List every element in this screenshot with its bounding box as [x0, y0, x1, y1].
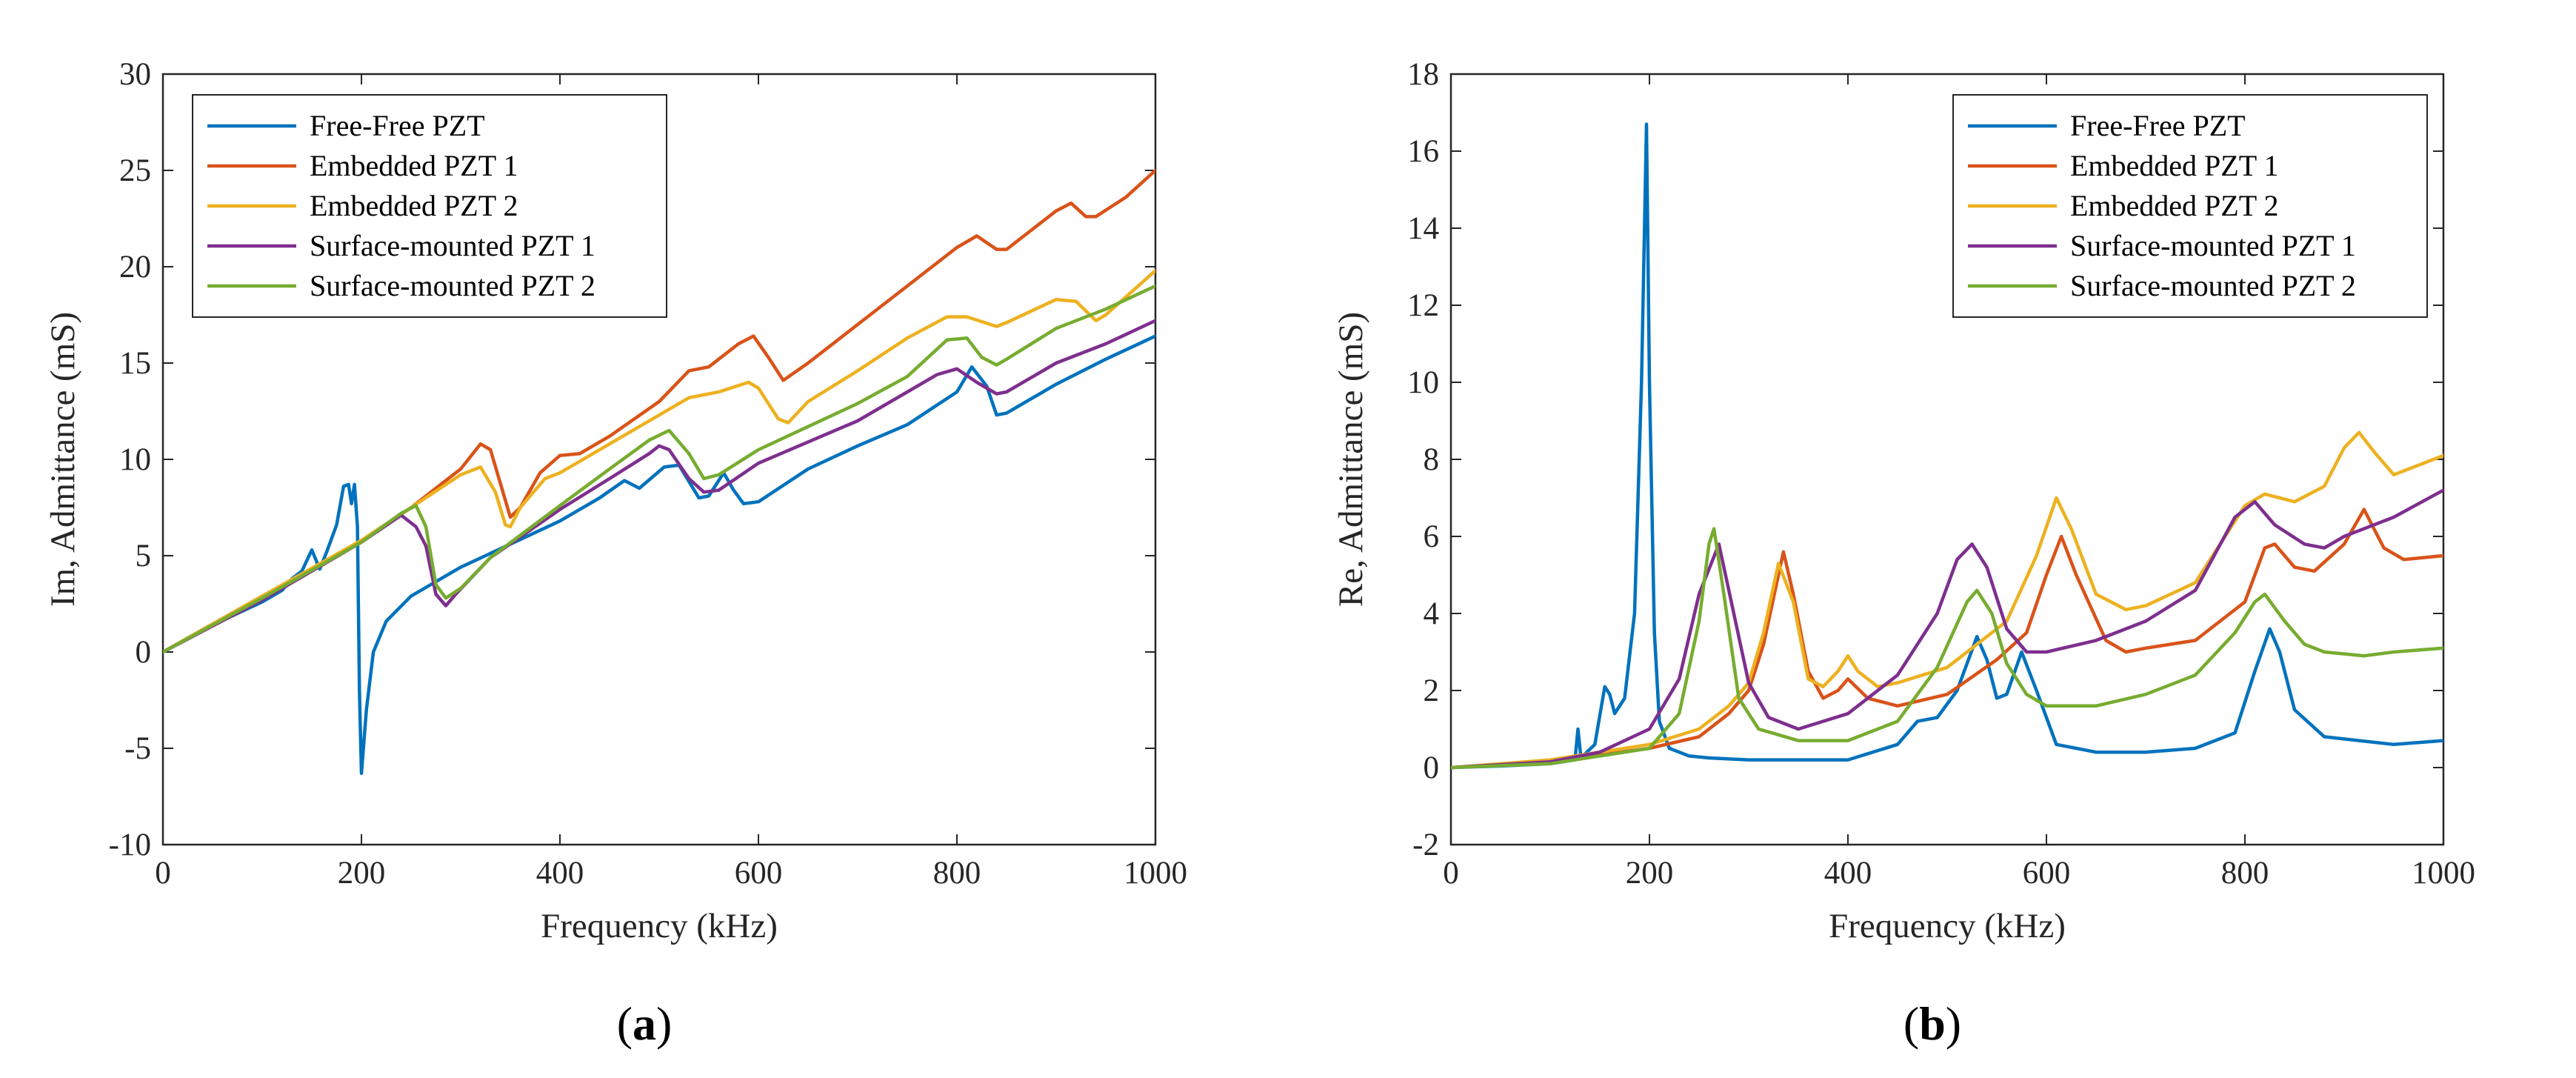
chart-b-y-tick-label: 14	[1407, 211, 1439, 246]
chart-b-series-line-4	[1451, 488, 2443, 770]
chart-a-x-tick-label: 800	[933, 856, 981, 891]
chart-a-series-line-3	[163, 268, 1155, 654]
chart-b-y-tick-label: 0	[1424, 751, 1440, 785]
panel-label-b: (b)	[1903, 997, 1962, 1050]
chart-b-series-line-5	[1451, 527, 2443, 770]
chart-b-legend-entry: Embedded PZT 2	[2070, 189, 2278, 222]
panel-label-a: (a)	[616, 997, 673, 1050]
chart-a-x-tick-label: 600	[735, 856, 783, 891]
chart-a-x-tick-label: 0	[155, 856, 171, 891]
chart-b-legend-entry: Embedded PZT 1	[2070, 149, 2278, 182]
chart-b-legend-entry: Free-Free PZT	[2070, 109, 2246, 142]
chart-a-x-tick-label: 200	[338, 856, 386, 891]
chart-b-x-tick-label: 0	[1443, 856, 1459, 891]
chart-b-x-tick-label: 200	[1626, 856, 1674, 891]
chart-a-y-tick-label: 20	[119, 250, 151, 285]
chart-a-y-tick-label: -5	[124, 731, 151, 766]
chart-b-series-line-3	[1451, 430, 2443, 770]
chart-b-series-line-2	[1451, 508, 2443, 770]
chart-b-y-tick-label: 16	[1407, 134, 1439, 169]
chart-panel-a: 0 200 400 600 800 1000 -10 -5 0 5 10 15 20 25 30 Freque…	[44, 57, 1187, 1050]
chart-panel-b: 0 200 400 600 800 1000 -2 0 2 4 6 8 10 12 14 16 18 Freque…	[1288, 0, 2576, 1078]
chart-a-y-tick-label: -10	[109, 828, 151, 862]
chart-a-x-tick-label: 1000	[1124, 856, 1187, 891]
chart-a-legend-entry: Embedded PZT 1	[310, 149, 518, 182]
chart-a-y-tick-label: 0	[136, 635, 152, 670]
chart-b-y-tick-label: -2	[1412, 828, 1439, 862]
chart-b-x-tick-label: 800	[2221, 856, 2269, 891]
chart-b-y-tick-label: 10	[1407, 365, 1439, 400]
chart-b-x-tick-label: 400	[1824, 856, 1872, 891]
chart-b-legend-entry: Surface-mounted PZT 2	[2070, 269, 2356, 302]
chart-b-y-axis-label: Re, Admittance (mS)	[1332, 312, 1370, 607]
chart-b-x-tick-label: 1000	[2412, 856, 2475, 891]
chart-b-series-line-1	[1451, 122, 2443, 770]
chart-b-x-tick-label: 600	[2023, 856, 2071, 891]
chart-a-y-tick-label: 25	[119, 153, 151, 188]
chart-a-x-tick-label: 400	[536, 856, 584, 891]
chart-b-y-tick-label: 12	[1407, 288, 1439, 323]
chart-a-y-tick-label: 10	[119, 442, 151, 477]
chart-a-svg: 0 200 400 600 800 1000 -10 -5 0 5 10 15 20 25 30 Freque…	[44, 57, 1187, 945]
chart-a-legend-entry: Free-Free PZT	[310, 109, 485, 142]
chart-b-y-tick-label: 2	[1424, 673, 1440, 708]
chart-a-y-tick-label: 15	[119, 346, 151, 381]
chart-a-series-line-2	[163, 168, 1155, 654]
chart-b-y-tick-label: 6	[1424, 519, 1440, 554]
chart-a-x-axis-label: Frequency (kHz)	[541, 907, 778, 945]
chart-a-y-tick-label: 5	[136, 539, 152, 573]
chart-a-legend-entry: Surface-mounted PZT 1	[310, 229, 595, 262]
chart-a-y-tick-label: 30	[119, 57, 151, 92]
chart-a-y-axis-label: Im, Admittance (mS)	[44, 312, 82, 607]
chart-b-y-tick-label: 8	[1424, 442, 1440, 477]
chart-a-series-line-4	[163, 319, 1155, 654]
chart-a-legend-entry: Embedded PZT 2	[310, 189, 518, 222]
chart-a-legend-entry: Surface-mounted PZT 2	[310, 269, 595, 302]
chart-b-y-tick-label: 4	[1424, 596, 1440, 631]
chart-b-x-axis-label: Frequency (kHz)	[1829, 907, 2066, 945]
chart-b-legend-entry: Surface-mounted PZT 1	[2070, 229, 2356, 262]
chart-b-series-group	[1451, 122, 2443, 770]
chart-b-svg: 0 200 400 600 800 1000-2024681012141618Freque…	[1332, 57, 2475, 945]
chart-a-series-group	[163, 168, 1155, 776]
chart-b-y-tick-label: 18	[1407, 57, 1439, 92]
chart-a-series-line-5	[163, 284, 1155, 654]
